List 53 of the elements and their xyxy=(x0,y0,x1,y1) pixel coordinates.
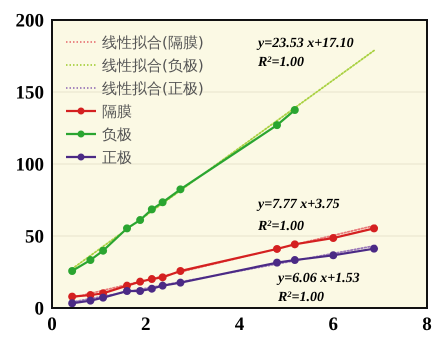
annotation: y=6.06 x+1.53 xyxy=(276,270,360,286)
point xyxy=(99,294,108,302)
legend-label: 线性拟合(隔膜) xyxy=(102,33,204,52)
y-tick-label: 0 xyxy=(34,298,44,320)
y-tick-label: 200 xyxy=(16,10,44,32)
y-tick-label: 150 xyxy=(16,82,44,104)
point xyxy=(68,266,76,275)
point xyxy=(329,251,338,260)
point xyxy=(68,292,76,301)
point xyxy=(158,198,167,206)
x-tick-label: 2 xyxy=(141,314,150,335)
point xyxy=(158,273,167,282)
point xyxy=(370,224,378,232)
point xyxy=(68,299,76,308)
point xyxy=(148,205,156,214)
annotation: y=23.53 x+17.10 xyxy=(256,36,354,51)
legend-label: 线性拟合(正极) xyxy=(102,79,204,98)
point xyxy=(290,256,299,264)
point xyxy=(136,287,144,296)
point xyxy=(123,224,131,232)
point xyxy=(123,287,131,296)
legend-label: 线性拟合(负极) xyxy=(102,56,204,74)
point xyxy=(136,216,144,224)
point xyxy=(136,278,144,286)
point xyxy=(290,106,299,114)
legend-label: 负极 xyxy=(102,125,132,144)
point xyxy=(176,185,184,194)
y-tick-label: 100 xyxy=(16,154,44,176)
point xyxy=(148,275,156,284)
annotation: y=7.77 x+3.75 xyxy=(256,196,340,212)
legend-label: 隔膜 xyxy=(102,102,132,120)
point xyxy=(176,266,184,275)
annotation: R$^{2}$=1.00 xyxy=(257,54,304,70)
point xyxy=(176,278,184,287)
point xyxy=(158,282,167,290)
point xyxy=(86,256,94,264)
x-tick-label: 8 xyxy=(422,314,432,335)
point xyxy=(86,296,94,305)
point xyxy=(99,246,108,255)
point xyxy=(329,234,338,242)
x-tick-label: 6 xyxy=(328,314,338,335)
annotation: R$^{2}$=1.00 xyxy=(277,289,324,305)
x-tick-label: 4 xyxy=(234,314,245,335)
point xyxy=(370,244,378,253)
point xyxy=(273,121,281,130)
point xyxy=(148,284,156,293)
point xyxy=(290,240,299,248)
y-tick-label: 50 xyxy=(25,226,44,248)
point xyxy=(273,258,281,267)
x-tick-label: 0 xyxy=(47,314,57,335)
annotation: R$^{2}$=1.00 xyxy=(257,218,304,234)
legend-label: 正极 xyxy=(102,148,132,166)
point xyxy=(273,244,281,253)
